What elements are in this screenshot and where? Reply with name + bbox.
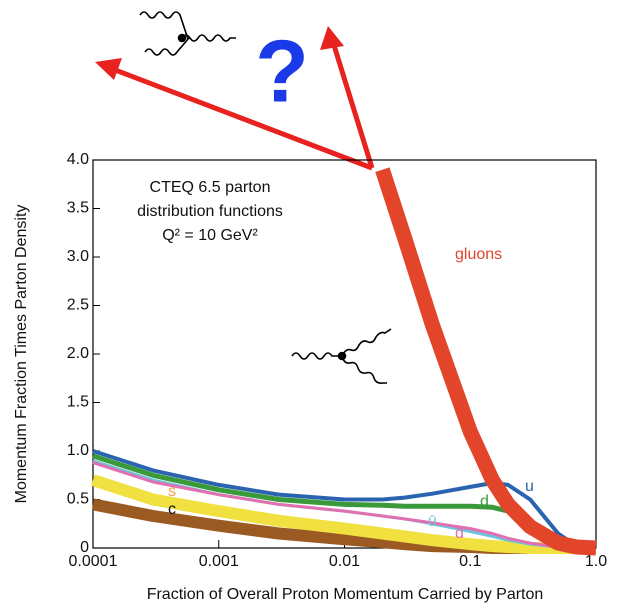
series-label: ū: [428, 513, 437, 530]
x-tick-label: 1.0: [585, 553, 607, 570]
series-label: d̄: [455, 525, 464, 542]
y-tick-label: 1.0: [67, 442, 89, 459]
x-tick-label: 0.1: [459, 553, 481, 570]
series-label: u: [525, 478, 534, 495]
y-tick-label: 3.5: [67, 200, 89, 217]
series-line: [375, 167, 597, 556]
question-mark: ?: [255, 21, 309, 120]
y-tick-label: 4.0: [67, 151, 89, 168]
y-tick-label: 0: [80, 539, 89, 556]
y-tick-label: 1.5: [67, 394, 89, 411]
annotation: distribution functions: [137, 203, 283, 220]
series-label: gluons: [455, 246, 502, 263]
series-label: s: [168, 483, 176, 500]
x-tick-label: 0.001: [199, 553, 239, 570]
series-label: d: [480, 493, 489, 510]
gluon-diagram: [139, 11, 392, 384]
series-label: c: [168, 501, 176, 518]
x-axis-label: Fraction of Overall Proton Momentum Carr…: [147, 586, 544, 603]
series-line: [92, 449, 597, 550]
y-axis-label: Momentum Fraction Times Parton Density: [13, 205, 30, 504]
x-tick-label: 0.01: [329, 553, 360, 570]
y-tick-label: 2.5: [67, 297, 89, 314]
y-tick-label: 3.0: [67, 248, 89, 265]
y-tick-label: 2.0: [67, 345, 89, 362]
arrows: [95, 26, 375, 171]
annotation: Q² = 10 GeV²: [162, 227, 258, 244]
annotation: CTEQ 6.5 parton: [150, 179, 271, 196]
y-tick-label: 0.5: [67, 491, 89, 508]
series-line: [91, 474, 596, 554]
x-tick-label: 0.0001: [69, 553, 118, 570]
